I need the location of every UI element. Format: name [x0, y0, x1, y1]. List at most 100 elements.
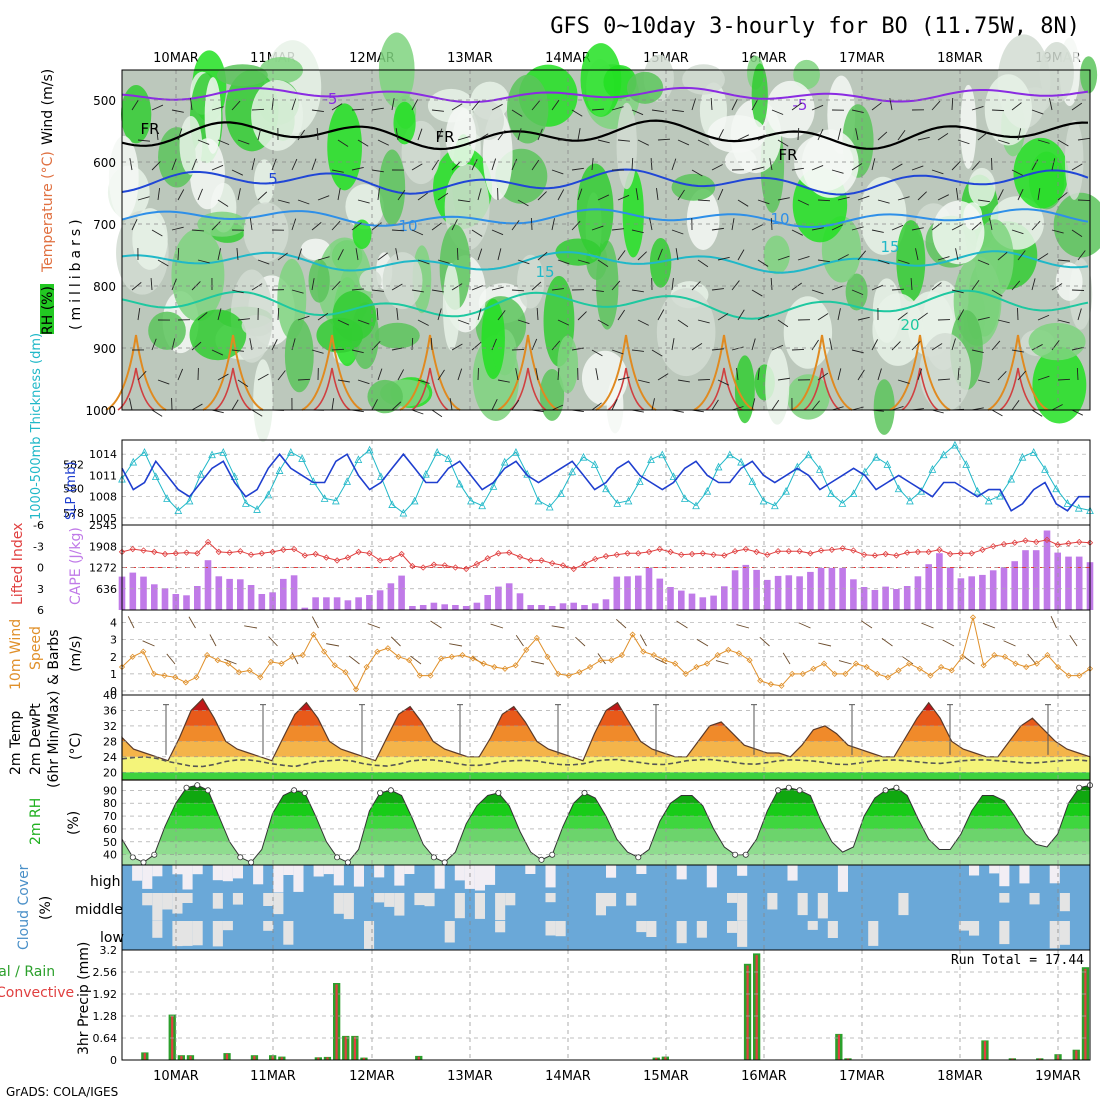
- wind-barb: [237, 139, 250, 145]
- wind-tick-label: 0: [110, 685, 117, 698]
- li-point: [290, 545, 298, 553]
- wind-barb: [551, 169, 564, 175]
- wind-speed-point: [321, 648, 328, 655]
- rh-point: [1076, 784, 1083, 791]
- rh-point: [334, 854, 341, 861]
- wind-barb: [471, 229, 483, 237]
- cape-bar: [882, 586, 889, 610]
- wind-barb: [891, 405, 904, 411]
- surface-wind-barb: [715, 660, 729, 665]
- cloud-clear-cell: [353, 865, 364, 887]
- wind-barb: [877, 131, 888, 141]
- wind-barb: [897, 259, 910, 265]
- surface-wind-barb: [390, 636, 401, 647]
- upper-air-panel: -5 -5 FR FR FR 5 10 10 15 15 20 500 600 700 800 900 100…: [40, 32, 1100, 443]
- li-point: [409, 562, 416, 570]
- bottom-date-label: 10MAR: [153, 1069, 199, 1084]
- wind-barb: [511, 348, 525, 351]
- cloud-clear-cell: [676, 865, 687, 880]
- wind-barb: [971, 349, 984, 354]
- cloud-clear-cell: [1029, 893, 1040, 905]
- wind-barb: [137, 308, 141, 321]
- cloud-clear-cell: [868, 921, 879, 946]
- rh-blob: [253, 359, 273, 443]
- surface-contour: [399, 334, 461, 411]
- cape-bar: [624, 576, 631, 610]
- cloud-clear-cell: [1059, 921, 1070, 945]
- thickness-point: [951, 440, 959, 449]
- wind-barb: [631, 289, 644, 293]
- wind-barb: [591, 349, 603, 357]
- thickness-point: [737, 457, 745, 466]
- wind-speed-point: [193, 674, 200, 681]
- wind-barb: [955, 188, 959, 201]
- wind-barb: [657, 309, 665, 321]
- contour-label: 10: [770, 210, 789, 228]
- slp-line: [121, 452, 1090, 512]
- precip-convective-bar: [353, 1036, 356, 1060]
- precip-legend-convective: Convective: [0, 985, 74, 1001]
- li-point: [871, 552, 879, 559]
- surface-wind-barb: [244, 625, 258, 629]
- upper-ylabel-wind: Wind (m/s): [40, 69, 56, 145]
- cloud-clear-cell: [454, 893, 465, 919]
- surface-wind-barb: [367, 623, 381, 629]
- wind-barb: [977, 132, 988, 141]
- wind-barb: [1049, 98, 1053, 111]
- rh-blob: [751, 63, 768, 128]
- wind-barb: [291, 289, 304, 294]
- cloud-clear-cell: [555, 921, 566, 937]
- wind-barb: [217, 199, 229, 207]
- cloud-clear-cell: [152, 865, 163, 877]
- thickness-point: [388, 500, 396, 508]
- wind-barb: [191, 403, 203, 411]
- surface-wind-barb: [166, 653, 176, 665]
- slp-tick-label: 1005: [89, 512, 117, 525]
- wind-barb: [991, 289, 1003, 297]
- wind-barb: [171, 158, 177, 171]
- rh-blob: [656, 288, 716, 377]
- wind-barb: [877, 199, 890, 204]
- wind-barb: [477, 133, 489, 141]
- rh-blob: [1053, 192, 1100, 258]
- wind-speed-point: [512, 662, 519, 669]
- rh-point: [581, 789, 588, 796]
- thickness-point: [410, 496, 419, 505]
- thickness-point: [489, 482, 498, 490]
- thickness-point: [703, 486, 712, 495]
- cape-bar: [699, 597, 707, 610]
- precip-convective-bar: [326, 1057, 329, 1061]
- thickness-point: [174, 506, 183, 515]
- wind-speed-point: [523, 646, 530, 653]
- wind-barb: [251, 108, 265, 111]
- rh-blob: [189, 309, 247, 361]
- wind-barb: [511, 399, 520, 411]
- li-point: [602, 553, 610, 560]
- li-point: [990, 543, 997, 550]
- li-point: [850, 547, 857, 554]
- wind-barb: [151, 104, 164, 111]
- rh-blob: [108, 135, 139, 219]
- surface-wind-barbs: [127, 615, 1078, 665]
- cloud-clear-cell: [212, 865, 223, 881]
- thickness-point: [872, 452, 880, 461]
- precip-convective-bar: [143, 1053, 146, 1060]
- cape-tick-label: 1272: [89, 562, 117, 575]
- wind-barb: [1031, 109, 1044, 115]
- wind-barb: [557, 189, 565, 201]
- thickness-point: [804, 450, 813, 459]
- wind-barb: [951, 97, 954, 111]
- temperature-tick-label: 20: [103, 766, 117, 779]
- wind-barb: [731, 346, 744, 351]
- wind-barb: [517, 319, 530, 325]
- surface-wind-barb: [860, 620, 873, 629]
- rh-point: [183, 784, 190, 791]
- thickness-point: [478, 501, 487, 510]
- cloud-clear-cell: [474, 893, 485, 919]
- cloud-clear-cell: [999, 865, 1010, 887]
- wind-barb: [697, 199, 711, 202]
- bottom-date-label: 17MAR: [839, 1069, 885, 1084]
- wind-barb: [397, 189, 406, 201]
- li-point: [699, 550, 706, 557]
- wind-barb: [997, 319, 1010, 324]
